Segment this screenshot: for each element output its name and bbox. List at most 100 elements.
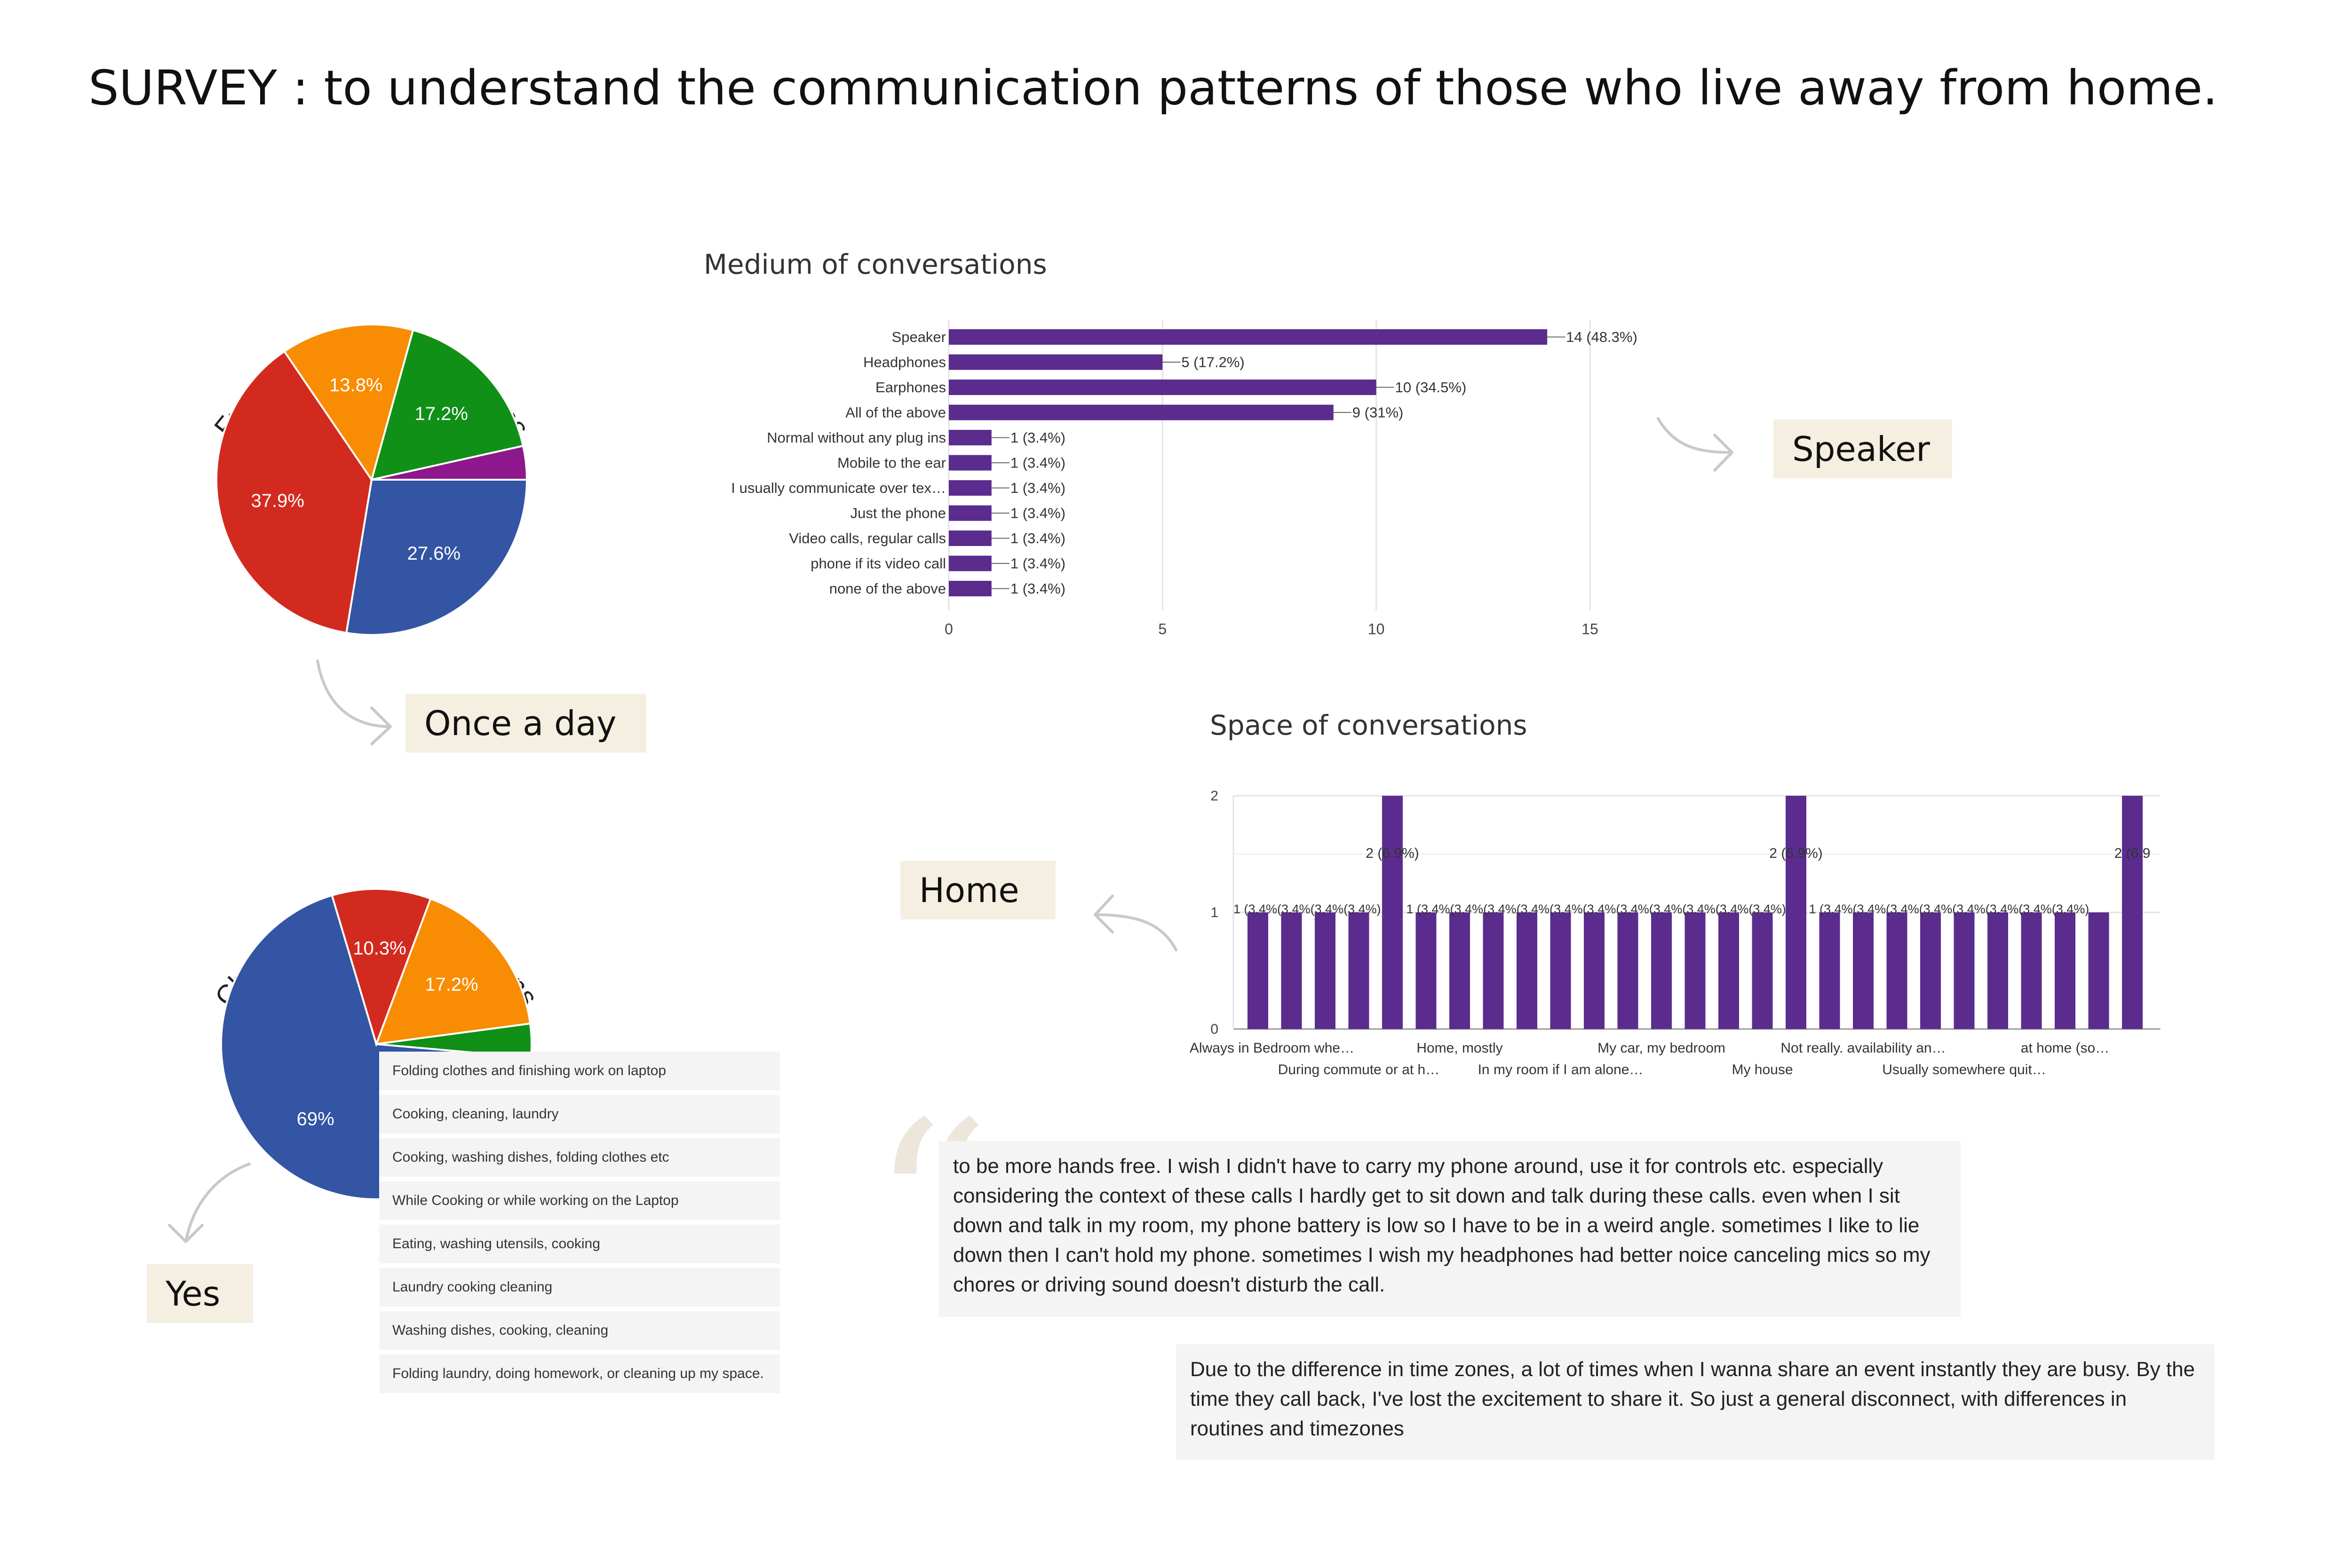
frequency-pie-chart: Frequency of conversations 27.6%37.9%13.… — [208, 324, 535, 636]
space-x-label: My house — [1732, 1062, 1793, 1077]
space-bar — [2021, 912, 2042, 1029]
frequency-slice-label: 13.8% — [329, 375, 382, 396]
space-x-label: During commute or at h… — [1278, 1062, 1439, 1077]
space-bar — [1281, 912, 1302, 1029]
medium-category-label: Speaker — [892, 329, 946, 345]
space-x-label: Not really. availability an… — [1780, 1040, 1946, 1056]
list-item: Eating, washing utensils, cooking — [379, 1225, 780, 1263]
space-arrow-head — [1094, 895, 1114, 934]
quote-1: to be more hands free. I wish I didn't h… — [939, 1141, 1961, 1317]
medium-category-label: I usually communicate over tex… — [731, 480, 946, 496]
space-value-labels-right: 1 (3.4%(3.4%(3.4%(3.4%(3.4%(3.4%(3.4%(3.… — [1809, 902, 2090, 916]
frequency-slice-label: 37.9% — [251, 491, 304, 511]
space-x-label: Always in Bedroom whe… — [1190, 1040, 1354, 1056]
space-bar — [1382, 796, 1403, 1029]
space-x-label: My car, my bedroom — [1597, 1040, 1725, 1056]
medium-data-label: 1 (3.4%) — [1010, 505, 1065, 522]
space-bar — [1886, 912, 1907, 1029]
space-peak-label: 2 (6.9%) — [1366, 846, 1419, 861]
frequency-slice-3 — [370, 329, 524, 481]
space-x-label: Home, mostly — [1416, 1040, 1502, 1056]
list-item: Folding clothes and finishing work on la… — [379, 1052, 780, 1090]
space-x-label: at home (so… — [2021, 1040, 2109, 1056]
list-item: Washing dishes, cooking, cleaning — [379, 1311, 780, 1350]
list-item: Folding laundry, doing homework, or clea… — [379, 1354, 780, 1393]
medium-data-label: 1 (3.4%) — [1010, 555, 1065, 572]
medium-data-label: 1 (3.4%) — [1010, 530, 1065, 546]
frequency-slice-0 — [345, 479, 528, 636]
frequency-slice-1 — [215, 350, 373, 634]
space-bar — [1483, 912, 1504, 1029]
list-item: Cooking, washing dishes, folding clothes… — [379, 1138, 780, 1177]
chores-slice-label: 69% — [297, 1109, 334, 1130]
space-bar — [1617, 912, 1638, 1029]
medium-category-label: phone if its video call — [810, 555, 946, 572]
space-tick-label: 0 — [1210, 1022, 1218, 1037]
medium-chart-title: Medium of conversations — [704, 248, 1047, 280]
space-chart-title: Space of conversations — [1210, 709, 1527, 741]
medium-bar — [949, 430, 992, 445]
medium-arrow-head — [1713, 434, 1733, 472]
space-peak-label: 2 (6.9%) — [1769, 846, 1822, 861]
space-answer-tag: Home — [900, 861, 1056, 919]
medium-data-label: 1 (3.4%) — [1010, 455, 1065, 471]
space-bar — [2122, 796, 2143, 1029]
space-x-label: In my room if I am alone… — [1478, 1062, 1644, 1077]
medium-data-label: 10 (34.5%) — [1395, 379, 1467, 396]
space-bar — [2055, 912, 2075, 1029]
space-x-label: Usually somewhere quit… — [1882, 1062, 2046, 1077]
space-arrow — [1095, 913, 1177, 951]
medium-category-label: none of the above — [829, 580, 946, 597]
medium-bar — [949, 455, 992, 471]
medium-data-label: 1 (3.4%) — [1010, 480, 1065, 496]
medium-bar — [949, 505, 992, 521]
frequency-slice-label: 17.2% — [415, 404, 468, 424]
chores-answer-tag: Yes — [147, 1264, 253, 1323]
frequency-answer-tag: Once a day — [405, 694, 646, 752]
space-bar — [2088, 912, 2109, 1029]
space-bar — [1415, 912, 1437, 1029]
medium-bar — [949, 531, 992, 546]
space-value-labels-left: 1 (3.4%(3.4%(3.4%(3.4%) — [1233, 902, 1381, 916]
medium-category-label: Headphones — [863, 354, 946, 371]
space-tick-label: 2 — [1210, 788, 1218, 804]
space-bar — [1786, 796, 1806, 1029]
list-item: Cooking, cleaning, laundry — [379, 1095, 780, 1133]
medium-bar — [949, 404, 1334, 420]
space-tick-label: 1 — [1210, 905, 1218, 920]
medium-bar — [949, 354, 1163, 370]
space-bar — [1348, 912, 1369, 1029]
space-bar — [1584, 912, 1605, 1029]
space-bar — [1248, 912, 1268, 1029]
medium-tick-label: 15 — [1581, 621, 1598, 638]
medium-bar-chart: Speaker Headphones Earphones All of the abo… — [731, 320, 1637, 638]
medium-tick-label: 10 — [1368, 621, 1385, 638]
chores-arrow-head — [168, 1224, 204, 1243]
medium-data-label: 1 (3.4%) — [1010, 580, 1065, 597]
space-bar — [1954, 912, 1975, 1029]
space-bar — [1517, 912, 1537, 1029]
space-bar — [1651, 912, 1672, 1029]
frequency-arrow-head — [370, 706, 392, 745]
chores-slice-label: 10.3% — [353, 938, 406, 959]
space-bar — [1752, 912, 1773, 1029]
medium-category-label: Mobile to the ear — [837, 455, 946, 471]
medium-category-label: Earphones — [875, 379, 946, 396]
chores-responses-list: Folding clothes and finishing work on la… — [379, 1052, 780, 1393]
space-bar — [1920, 912, 1941, 1029]
medium-bar — [949, 480, 992, 496]
medium-category-label: Just the phone — [850, 505, 946, 522]
list-item: Laundry cooking cleaning — [379, 1268, 780, 1307]
page-title: SURVEY : to understand the communication… — [88, 60, 2218, 116]
list-item: While Cooking or while working on the La… — [379, 1181, 780, 1220]
chores-arrow — [184, 1163, 251, 1243]
medium-bar — [949, 555, 992, 571]
medium-bar — [949, 581, 992, 596]
quote-2: Due to the difference in time zones, a l… — [1176, 1344, 2215, 1460]
medium-data-label: 1 (3.4%) — [1010, 429, 1065, 446]
medium-data-label: 14 (48.3%) — [1566, 329, 1637, 345]
medium-data-label: 5 (17.2%) — [1181, 354, 1244, 371]
medium-arrow — [1657, 417, 1732, 454]
frequency-arrow — [316, 659, 392, 728]
